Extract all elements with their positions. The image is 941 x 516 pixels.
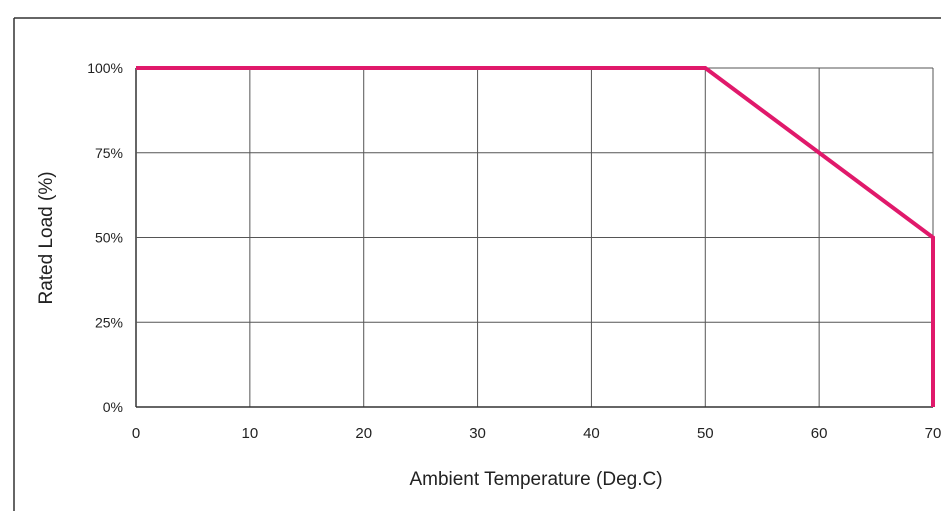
y-tick-label: 0% xyxy=(103,399,123,415)
x-tick-label: 0 xyxy=(132,425,140,442)
y-tick-label: 75% xyxy=(95,145,123,161)
y-tick-label: 25% xyxy=(95,314,123,330)
x-tick-label: 40 xyxy=(583,425,600,442)
x-tick-label: 20 xyxy=(355,425,372,442)
y-tick-label: 100% xyxy=(87,60,123,76)
y-tick-label: 50% xyxy=(95,230,123,246)
y-axis-title: Rated Load (%) xyxy=(36,171,57,304)
x-tick-label: 10 xyxy=(242,425,259,442)
x-tick-label: 70 xyxy=(925,425,941,442)
x-tick-label: 30 xyxy=(469,425,486,442)
grid-lines xyxy=(136,68,933,407)
tick-labels: 0 10 20 30 40 50 60 70 0% 25% 50% 75% 100% xyxy=(87,60,941,442)
x-tick-label: 60 xyxy=(811,425,828,442)
x-tick-label: 50 xyxy=(697,425,714,442)
x-axis-title: Ambient Temperature (Deg.C) xyxy=(409,469,662,490)
